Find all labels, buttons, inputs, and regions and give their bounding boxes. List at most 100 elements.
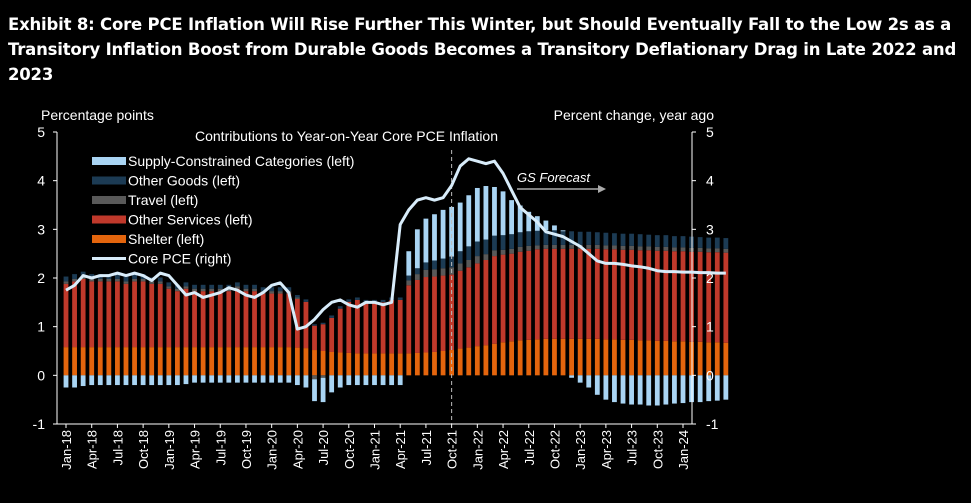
bar-other_services bbox=[286, 293, 292, 348]
legend-swatch-shelter bbox=[92, 235, 126, 243]
bar-other_services bbox=[594, 248, 600, 339]
bar-shelter bbox=[397, 353, 403, 376]
bar-travel bbox=[500, 249, 506, 255]
bar-shelter bbox=[466, 347, 472, 376]
right-axis-title: Percent change, year ago bbox=[554, 107, 715, 123]
bar-other_goods bbox=[586, 231, 592, 245]
bar-supply bbox=[714, 375, 720, 401]
bar-other_goods bbox=[577, 231, 583, 245]
bar-shelter bbox=[603, 339, 609, 376]
bar-shelter bbox=[706, 342, 712, 376]
bar-shelter bbox=[483, 345, 489, 376]
bar-supply bbox=[312, 379, 317, 402]
left-y-tick-label: 2 bbox=[37, 270, 45, 286]
bar-shelter bbox=[440, 351, 446, 376]
bar-other_services bbox=[457, 270, 463, 349]
bar-shelter bbox=[663, 340, 669, 376]
forecast-arrow-head bbox=[598, 185, 606, 193]
bar-travel bbox=[312, 375, 317, 380]
x-tick-label: Jul-18 bbox=[110, 430, 125, 465]
left-y-tick-label: 1 bbox=[37, 319, 45, 335]
bar-shelter bbox=[672, 341, 677, 376]
bar-supply bbox=[723, 375, 729, 400]
x-ticks: Jan-18 Apr-18 Jul-18 Oct-18 Jan-19 Apr-19 Jul-… bbox=[59, 424, 691, 470]
bar-shelter bbox=[80, 347, 86, 376]
bar-other_services bbox=[577, 248, 583, 339]
bar-shelter bbox=[286, 347, 292, 376]
bar-travel bbox=[714, 248, 720, 253]
bar-travel bbox=[543, 244, 549, 249]
bar-shelter bbox=[363, 353, 369, 376]
bar-shelter bbox=[217, 347, 223, 376]
bar-travel bbox=[166, 286, 172, 289]
x-tick-label: Jul-20 bbox=[316, 430, 331, 465]
bar-supply bbox=[329, 375, 335, 393]
bar-other_services bbox=[654, 250, 660, 341]
bar-supply bbox=[543, 220, 549, 231]
bar-travel bbox=[706, 248, 712, 253]
bar-shelter bbox=[72, 347, 77, 376]
forecast-annotation: GS Forecast bbox=[517, 170, 606, 193]
bar-other_goods bbox=[680, 236, 686, 248]
bar-shelter bbox=[646, 340, 652, 376]
legend-label-core_pce: Core PCE (right) bbox=[128, 251, 231, 267]
bar-travel bbox=[175, 288, 180, 292]
bar-supply bbox=[440, 209, 446, 259]
x-tick-label: Jan-24 bbox=[676, 430, 691, 470]
bar-other_goods bbox=[277, 287, 283, 292]
bar-other_goods bbox=[312, 324, 317, 326]
x-tick-label: Oct-23 bbox=[650, 430, 665, 469]
bar-travel bbox=[123, 281, 129, 284]
forecast-label: GS Forecast bbox=[517, 170, 591, 185]
bar-shelter bbox=[183, 347, 189, 376]
bar-other_services bbox=[517, 251, 523, 341]
right-y-tick-label: 5 bbox=[706, 124, 714, 140]
bar-shelter bbox=[380, 353, 386, 376]
bar-other_goods bbox=[157, 277, 163, 282]
bar-other_services bbox=[629, 249, 634, 340]
bar-other_goods bbox=[269, 287, 275, 292]
bar-travel bbox=[414, 274, 420, 280]
bar-other_services bbox=[543, 248, 549, 339]
bar-supply bbox=[380, 375, 386, 386]
bar-other_goods bbox=[440, 258, 446, 269]
bar-other_services bbox=[603, 249, 609, 340]
bar-other_goods bbox=[449, 256, 455, 268]
bar-travel bbox=[97, 278, 103, 282]
bar-travel bbox=[654, 246, 660, 251]
bar-supply bbox=[372, 375, 377, 386]
bar-other_goods bbox=[526, 231, 532, 246]
bar-supply bbox=[132, 375, 137, 386]
bar-other_services bbox=[423, 277, 429, 353]
bar-other_services bbox=[526, 250, 532, 340]
bar-travel bbox=[560, 244, 566, 249]
x-tick-label: Apr-18 bbox=[85, 430, 100, 469]
bar-shelter bbox=[594, 338, 600, 376]
bar-shelter bbox=[629, 339, 634, 376]
bar-other_services bbox=[260, 293, 266, 348]
bar-travel bbox=[157, 281, 163, 284]
left-y-tick-label: 4 bbox=[37, 173, 45, 189]
bar-other_services bbox=[132, 281, 137, 348]
bar-supply bbox=[397, 375, 403, 386]
bar-other_services bbox=[723, 252, 729, 343]
bar-other_goods bbox=[629, 233, 634, 246]
bar-travel bbox=[106, 278, 112, 282]
bar-shelter bbox=[277, 347, 283, 376]
bar-travel bbox=[432, 269, 437, 277]
bar-travel bbox=[183, 286, 189, 289]
x-tick-label: Apr-22 bbox=[496, 430, 511, 469]
bar-other_goods bbox=[637, 234, 643, 247]
bar-travel bbox=[697, 247, 703, 252]
bar-other_services bbox=[706, 252, 712, 343]
left-y-tick-label: 3 bbox=[37, 221, 45, 237]
bar-other_goods bbox=[166, 282, 172, 287]
bar-supply bbox=[209, 375, 215, 383]
bar-shelter bbox=[620, 339, 626, 376]
bar-supply bbox=[474, 187, 480, 242]
bar-supply bbox=[577, 375, 583, 383]
bar-travel bbox=[200, 288, 206, 292]
bar-supply bbox=[569, 375, 574, 378]
bar-travel bbox=[629, 245, 634, 250]
bar-supply bbox=[277, 375, 283, 383]
